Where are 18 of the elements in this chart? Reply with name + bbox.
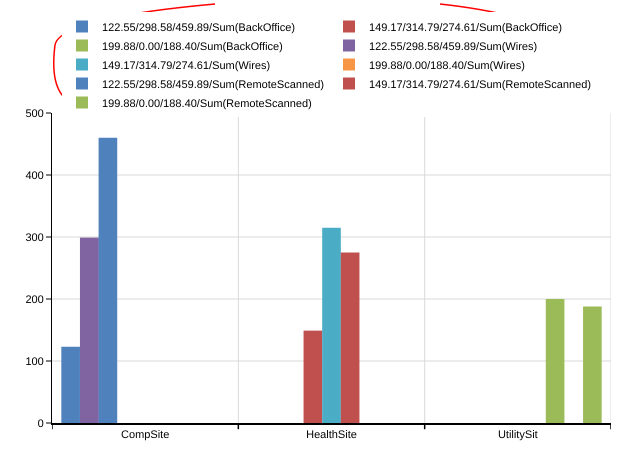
y-tick-label: 0 [38,418,44,430]
legend-label: 122.55/298.58/459.89/Sum(BackOffice) [102,22,296,34]
x-tick-label: HealthSite [306,429,357,442]
y-tick-label: 100 [25,356,44,368]
x-tick-label: UtilitySit [498,429,538,442]
y-tick-label: 500 [25,108,44,120]
y-tick-label: 300 [25,232,44,244]
y-tick-label: 200 [25,294,44,306]
legend-label: 199.88/0.00/188.40/Sum(Wires) [369,60,525,72]
x-tick-label: CompSite [121,429,170,442]
legend-label: 122.55/298.58/459.89/Sum(Wires) [369,40,538,53]
y-tick-label: 400 [25,170,44,182]
legend-label: 122.55/298.58/459.89/Sum(RemoteScanned) [102,78,324,91]
legend-label: 149.17/314.79/274.61/Sum(RemoteScanned) [369,78,591,91]
legend-label: 149.17/314.79/274.61/Sum(Wires) [102,60,270,72]
legend-label: 199.88/0.00/188.40/Sum(BackOffice) [102,40,283,53]
legend-label: 199.88/0.00/188.40/Sum(RemoteScanned) [102,98,312,110]
legend-label: 149.17/314.79/274.61/Sum(BackOffice) [369,22,562,34]
